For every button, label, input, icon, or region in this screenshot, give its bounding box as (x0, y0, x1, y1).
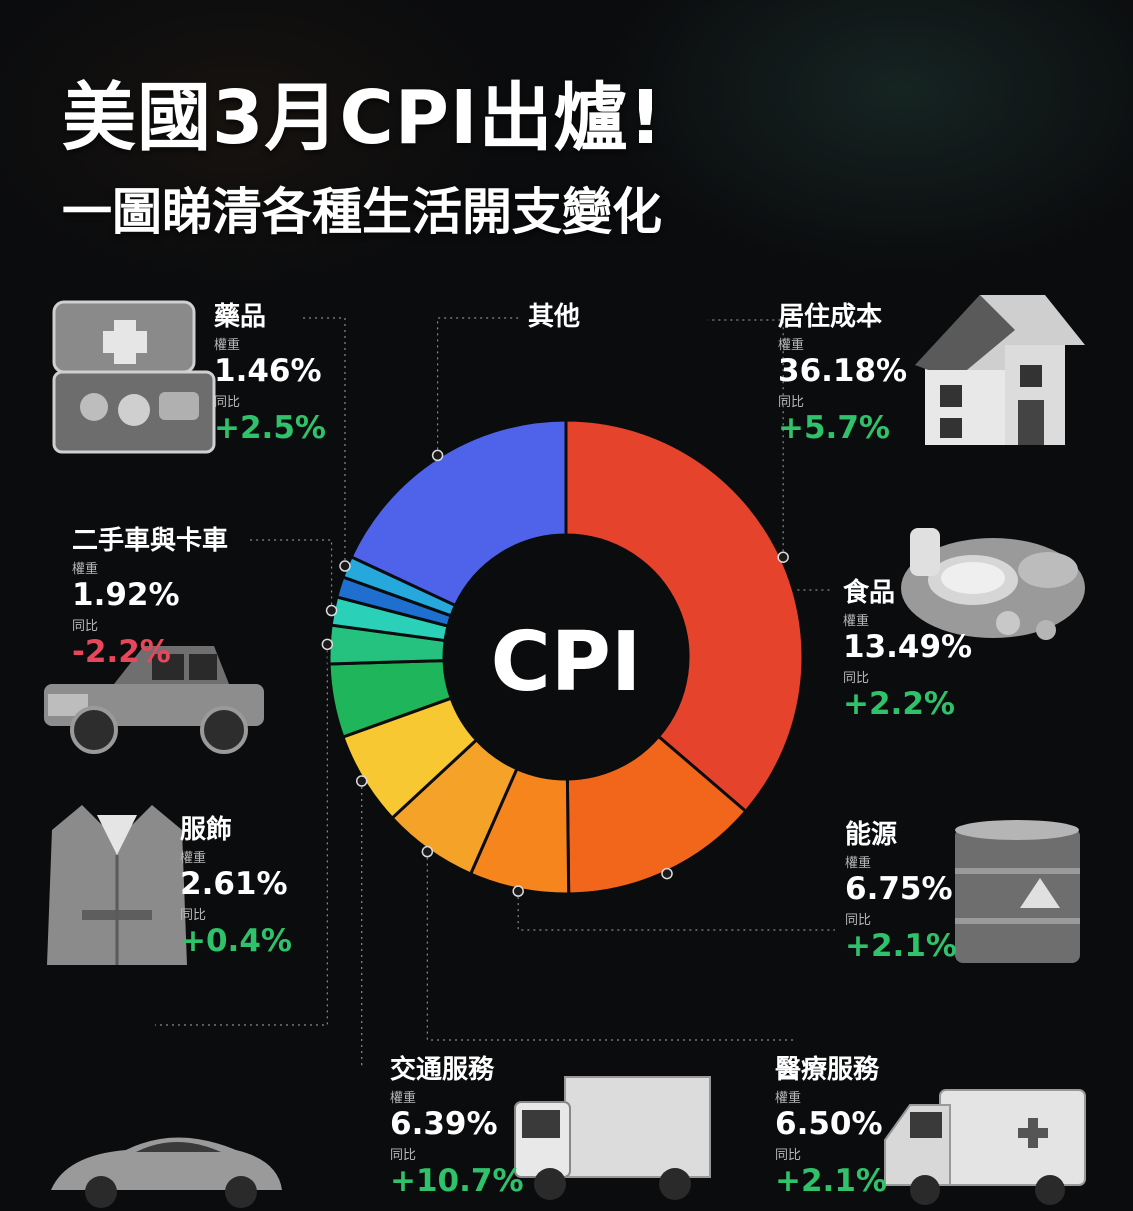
connector-dot-6 (325, 604, 338, 617)
connector-dot-4 (355, 775, 368, 787)
category-name: 能源 (845, 820, 898, 850)
category-name: 居住成本 (778, 302, 883, 332)
connector-line-8 (436, 317, 520, 456)
connector-dot-2 (512, 885, 524, 897)
sports-car-icon (51, 1137, 282, 1208)
donut-hole (444, 535, 688, 779)
category-name: 食品 (843, 578, 896, 608)
weight-value: 36.18% (778, 353, 908, 389)
connector-line-2 (517, 891, 835, 931)
connector-dot-8 (431, 449, 444, 462)
yoy-value: +2.1% (845, 928, 957, 964)
food-plate-icon (901, 528, 1085, 640)
yoy-value: -2.2% (72, 634, 171, 670)
yoy-value: +2.5% (214, 410, 326, 446)
weight-value: 1.46% (214, 353, 322, 389)
connector-dot-3 (421, 845, 434, 858)
yoy-label: 同比 (775, 1148, 802, 1163)
page-subtitle: 一圖睇清各種生活開支變化 (62, 183, 662, 241)
yoy-value: +0.4% (180, 923, 292, 959)
page-title: 美國3月CPI出爐! (62, 75, 664, 161)
donut-slices (327, 418, 805, 896)
category-name: 二手車與卡車 (72, 526, 229, 556)
category-name: 服飾 (180, 815, 233, 845)
weight-label: 權重 (390, 1091, 417, 1106)
yoy-label: 同比 (180, 908, 207, 923)
yoy-label: 同比 (72, 619, 99, 634)
connector-dot-5 (321, 638, 334, 651)
weight-value: 6.50% (775, 1106, 883, 1142)
weight-value: 13.49% (843, 629, 973, 665)
yoy-value: +5.7% (778, 410, 890, 446)
yoy-value: +2.1% (775, 1163, 887, 1199)
category-name: 其他 (528, 302, 581, 332)
category-apparel: 服飾 權重 2.61% 同比 +0.4% (180, 815, 292, 959)
category-name: 藥品 (214, 302, 267, 332)
weight-label: 權重 (843, 614, 870, 629)
category-name: 交通服務 (390, 1055, 495, 1085)
connector-line-0 (708, 319, 784, 558)
weight-label: 權重 (778, 338, 805, 353)
weight-label: 權重 (214, 338, 241, 353)
jacket-icon (47, 805, 187, 965)
delivery-truck-icon (514, 1076, 711, 1200)
connector-dot-7 (339, 560, 351, 572)
weight-value: 6.39% (390, 1106, 498, 1142)
connector-dot-1 (661, 867, 673, 880)
connector-line-4 (360, 781, 363, 1066)
connector-dot-0 (777, 551, 789, 563)
connector-line-5 (155, 644, 328, 1026)
category-used-cars: 二手車與卡車 權重 1.92% 同比 -2.2% (72, 526, 228, 670)
first-aid-kit-icon (52, 300, 216, 454)
weight-label: 權重 (180, 851, 207, 866)
connector-line-3 (426, 851, 795, 1041)
yoy-label: 同比 (778, 395, 805, 410)
category-transport: 交通服務 權重 6.39% 同比 +10.7% (390, 1055, 524, 1199)
weight-value: 6.75% (845, 871, 953, 907)
yoy-label: 同比 (390, 1148, 417, 1163)
weight-label: 權重 (845, 856, 872, 871)
pickup-truck-icon (44, 646, 264, 754)
category-food: 食品 權重 13.49% 同比 +2.2% (843, 578, 972, 722)
yoy-label: 同比 (845, 913, 872, 928)
yoy-label: 同比 (214, 395, 241, 410)
category-medical: 醫療服務 權重 6.50% 同比 +2.1% (775, 1055, 887, 1199)
weight-value: 1.92% (72, 577, 180, 613)
category-name: 醫療服務 (775, 1055, 880, 1085)
center-label: CPI (491, 615, 642, 710)
yoy-value: +10.7% (390, 1163, 524, 1199)
house-icon (915, 295, 1085, 445)
category-other: 其他 (528, 302, 580, 332)
weight-label: 權重 (72, 562, 99, 577)
weight-value: 2.61% (180, 866, 288, 902)
category-housing: 居住成本 權重 36.18% 同比 +5.7% (778, 302, 907, 446)
connector-line-6 (250, 539, 333, 611)
ambulance-icon (884, 1089, 1086, 1205)
oil-barrel-icon (955, 820, 1080, 963)
category-medicine: 藥品 權重 1.46% 同比 +2.5% (214, 302, 326, 446)
yoy-value: +2.2% (843, 686, 955, 722)
category-energy: 能源 權重 6.75% 同比 +2.1% (845, 820, 957, 964)
yoy-label: 同比 (843, 671, 870, 686)
weight-label: 權重 (775, 1091, 802, 1106)
